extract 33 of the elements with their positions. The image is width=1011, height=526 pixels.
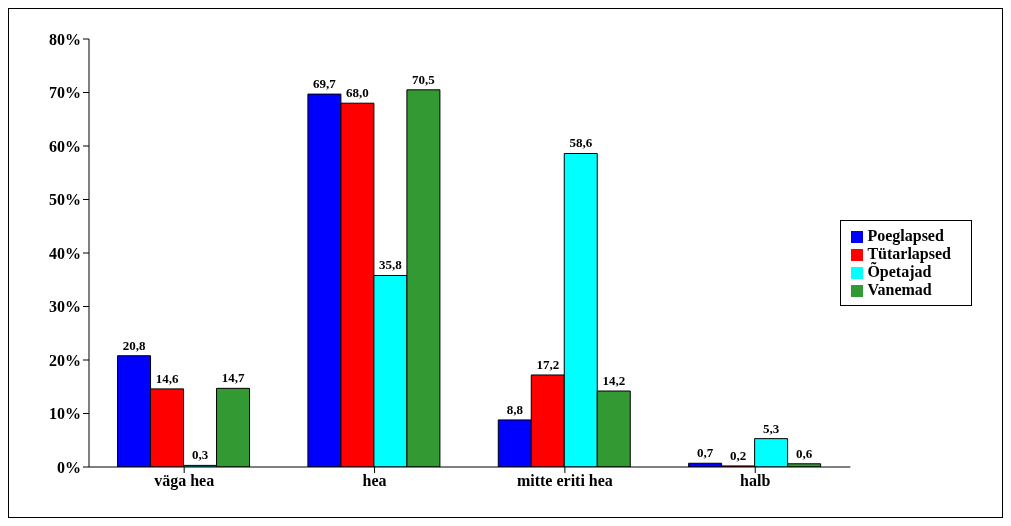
y-tick-label: 80% xyxy=(49,30,81,48)
y-tick-label: 50% xyxy=(49,191,81,209)
data-label: 14,7 xyxy=(221,370,245,386)
data-label: 68,0 xyxy=(346,85,369,101)
legend-label: Õpetajad xyxy=(867,263,932,280)
data-label: 17,2 xyxy=(536,356,560,372)
legend-label: Tütarlapsed xyxy=(867,245,951,262)
data-label: 69,7 xyxy=(313,76,337,92)
x-tick-label: hea xyxy=(362,472,387,490)
data-label: 0,6 xyxy=(795,445,813,461)
data-label: 58,6 xyxy=(569,135,593,151)
y-tick-label: 10% xyxy=(49,405,81,423)
y-tick-label: 20% xyxy=(49,351,81,369)
y-tick-label: 40% xyxy=(49,244,81,262)
y-tick-label: 70% xyxy=(49,84,81,102)
legend-label: Poeglapsed xyxy=(867,227,944,244)
x-tick-label: väga hea xyxy=(154,472,215,491)
data-label: 0,2 xyxy=(729,447,747,463)
data-label: 8,8 xyxy=(506,401,524,417)
data-label: 35,8 xyxy=(379,257,403,273)
data-label: 70,5 xyxy=(412,71,436,87)
data-label: 14,6 xyxy=(155,370,179,386)
x-tick-label: mitte eriti hea xyxy=(516,472,613,490)
legend-label: Vanemad xyxy=(867,281,932,298)
data-label: 0,7 xyxy=(696,445,714,461)
data-label: 14,2 xyxy=(602,373,626,389)
data-label: 20,8 xyxy=(122,337,146,353)
y-tick-label: 30% xyxy=(49,298,81,316)
y-tick-label: 0% xyxy=(57,458,81,476)
y-tick-label: 60% xyxy=(49,137,81,155)
data-label: 0,3 xyxy=(191,447,209,463)
data-label: 5,3 xyxy=(762,420,780,436)
x-tick-label: halb xyxy=(740,472,771,490)
